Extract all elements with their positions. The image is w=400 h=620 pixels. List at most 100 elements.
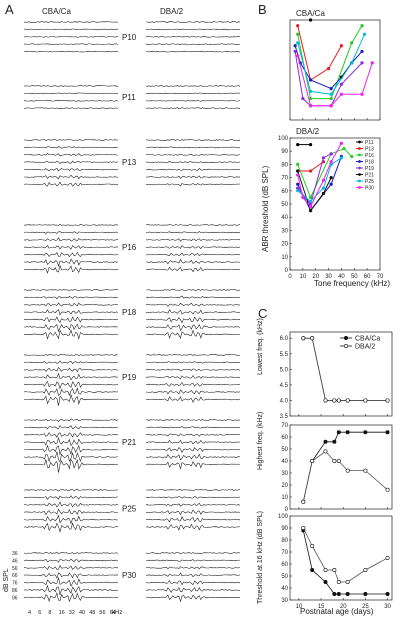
data-point: [332, 458, 337, 463]
y-tick-label: 4.0: [280, 398, 289, 404]
freq-tick-label: 40: [79, 610, 85, 616]
abr-trace: [145, 324, 241, 332]
y-tick-label: 40: [281, 586, 288, 592]
abr-trace: [145, 515, 240, 523]
abr-trace: [145, 495, 240, 499]
x-tick-label: 15: [318, 604, 325, 610]
legend-marker: [358, 140, 361, 144]
abr-trace: [23, 576, 119, 587]
data-point-p21: [296, 169, 300, 173]
abr-trace: [23, 564, 118, 570]
series-line-dba-2: [302, 450, 388, 502]
data-point: [336, 430, 341, 435]
freq-tick-label: 4: [28, 610, 31, 616]
y-tick-label: 30: [281, 471, 288, 477]
series-line-dba-2: [302, 527, 388, 583]
data-point-p13: [326, 66, 331, 71]
age-label: P30: [122, 571, 137, 580]
data-point: [336, 591, 341, 596]
y-tick-label: 50: [281, 447, 288, 453]
abr-trace: [146, 489, 241, 491]
y-tick-label: 20: [281, 242, 288, 248]
y-tick-label: 10: [281, 495, 288, 501]
panel-c2-ylabel: Highest freq. (kHz): [257, 412, 264, 470]
abr-trace: [23, 302, 119, 307]
y-tick-label: 80: [281, 538, 288, 544]
abr-trace: [145, 447, 241, 454]
data-point-p19: [293, 49, 297, 54]
abr-trace: [145, 28, 241, 31]
abr-trace: [23, 387, 119, 396]
data-point-p25: [308, 199, 313, 203]
series-line-cba-ca: [302, 530, 388, 595]
panel-label-a: A: [5, 2, 14, 17]
abr-trace: [145, 579, 241, 586]
age-label: P21: [122, 438, 137, 447]
data-point: [336, 458, 341, 463]
abr-trace: [145, 329, 241, 339]
abr-trace: [146, 50, 241, 53]
data-point-p19: [301, 96, 305, 101]
age-label: P18: [122, 308, 137, 317]
x-tick-label: 10: [300, 274, 307, 280]
age-label: P19: [122, 373, 137, 382]
data-point-p30: [296, 54, 300, 58]
age-label: P11: [122, 93, 136, 102]
abr-trace: [146, 572, 241, 578]
y-tick-label: 50: [281, 574, 288, 580]
abr-trace: [23, 459, 119, 473]
abr-trace: [23, 107, 119, 110]
abr-trace: [23, 354, 119, 357]
abr-trace: [145, 433, 241, 437]
series-line-p21: [297, 170, 332, 212]
data-point-p25: [296, 189, 300, 193]
abr-trace: [145, 316, 241, 324]
abr-trace: [23, 258, 119, 267]
abr-trace: [145, 502, 241, 507]
data-point-p19: [360, 61, 364, 65]
abr-trace: [23, 495, 118, 500]
data-point-p21: [329, 176, 333, 180]
legend-label: P30: [365, 186, 374, 192]
data-point: [301, 336, 306, 341]
db-level-label: 36: [12, 551, 18, 557]
abr-trace: [23, 167, 119, 172]
abr-trace: [23, 21, 119, 23]
abr-trace: [145, 354, 241, 356]
abr-trace: [145, 559, 241, 562]
data-point-p25: [308, 89, 313, 94]
panel-b-bottom-chart: 0 10 20 30 40 50 60 70 0 10 20 30 40 50 60 70 80 90 100 P11…: [278, 136, 384, 280]
legend-label: P13: [365, 147, 374, 153]
abr-trace: [145, 224, 241, 226]
abr-trace: [23, 436, 119, 447]
legend-label: P16: [365, 153, 374, 159]
x-tick-label: 50: [351, 274, 358, 280]
y-tick-label: 10: [281, 255, 288, 261]
db-level-label: 86: [12, 588, 18, 594]
column-header-dba: DBA/2: [160, 7, 184, 16]
freq-tick-label: 64: [110, 610, 116, 616]
y-tick-label: 100: [278, 514, 289, 520]
abr-trace: [145, 368, 241, 372]
data-point-p16: [296, 32, 300, 36]
data-point: [385, 591, 390, 596]
legend-label: P25: [365, 179, 374, 185]
abr-trace: [23, 223, 119, 226]
abr-trace: [23, 36, 119, 38]
data-point: [336, 398, 341, 403]
y-tick-label: 80: [281, 162, 288, 168]
abr-trace: [145, 238, 241, 242]
abr-trace: [24, 372, 119, 381]
abr-trace: [23, 231, 119, 234]
data-point-p16: [350, 41, 354, 45]
series-line-p19: [294, 51, 363, 107]
data-point: [385, 430, 390, 435]
axes-frame: [289, 331, 393, 417]
panel-b-top-title: CBA/Ca: [296, 9, 325, 18]
abr-trace: [146, 361, 241, 364]
panel-b-top-chart: [289, 18, 381, 121]
data-point: [385, 555, 390, 560]
abr-trace: [145, 175, 241, 179]
abr-trace: [24, 488, 119, 492]
